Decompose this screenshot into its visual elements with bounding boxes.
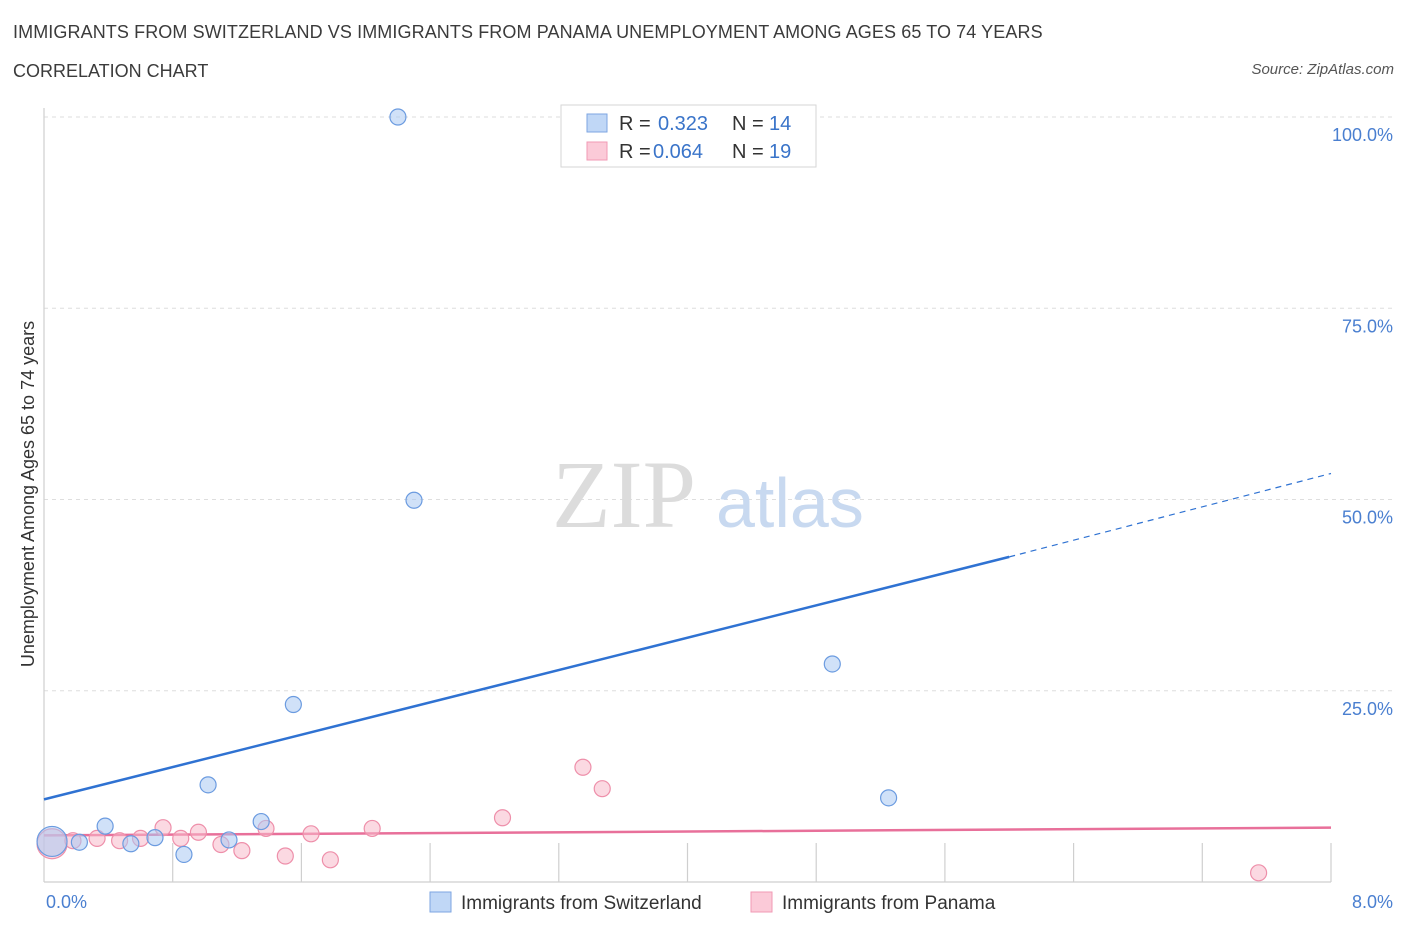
point-switzerland (823, 655, 841, 673)
source-credit: Source: ZipAtlas.com (1251, 61, 1394, 78)
chart-title: IMMIGRANTS FROM SWITZERLAND VS IMMIGRANT… (13, 22, 1043, 42)
point-switzerland (96, 817, 114, 835)
legend-swatch-panama (586, 141, 608, 161)
point-panama (172, 829, 190, 847)
point-panama (276, 847, 294, 865)
x-tick-label-min: 0.0% (46, 892, 87, 912)
point-panama (302, 825, 320, 843)
x-minor-ticks (172, 843, 1332, 882)
legend-r-value-switzerland: 0.323 (658, 113, 708, 135)
point-panama (363, 819, 381, 838)
legend-n-label: N = (732, 141, 764, 163)
legend-r-label: R = (619, 113, 651, 135)
x-tick-label-max: 8.0% (1352, 892, 1393, 912)
point-panama (88, 829, 106, 847)
y-tick-labels: 25.0% 50.0% 75.0% 100.0% (1332, 125, 1393, 719)
y-tick-label: 25.0% (1342, 699, 1393, 719)
point-switzerland (405, 491, 423, 509)
series-legend-swatch-panama (750, 891, 773, 913)
legend-r-label: R = (619, 141, 651, 163)
legend-swatch-switzerland (586, 113, 608, 133)
point-switzerland (284, 695, 302, 714)
point-switzerland (199, 776, 217, 794)
y-tick-label: 50.0% (1342, 508, 1393, 528)
series-legend: Immigrants from Switzerland Immigrants f… (429, 891, 996, 914)
point-switzerland (70, 833, 88, 851)
point-panama (1250, 864, 1268, 882)
point-panama (493, 809, 512, 827)
trend-line-panama (43, 826, 1332, 837)
series-legend-swatch-switzerland (429, 891, 452, 913)
point-switzerland (879, 789, 898, 807)
point-switzerland (220, 831, 238, 849)
y-tick-label: 100.0% (1332, 125, 1393, 145)
point-switzerland (389, 108, 407, 126)
series-legend-label-switzerland: Immigrants from Switzerland (461, 893, 702, 914)
point-switzerland (175, 845, 193, 864)
point-switzerland (36, 825, 68, 858)
point-switzerland (252, 812, 270, 831)
trend-line-switzerland (43, 555, 1010, 801)
point-panama (189, 823, 208, 841)
legend-n-value-switzerland: 14 (769, 113, 791, 135)
watermark-atlas: atlas (716, 464, 864, 542)
data-points (36, 108, 1268, 882)
trend-line-extension (1009, 472, 1332, 558)
legend-n-value-panama: 19 (769, 141, 791, 163)
point-panama (574, 758, 592, 776)
stats-legend: R = 0.323 N = 14 R = 0.064 N = 19 (560, 104, 817, 168)
point-panama (321, 851, 339, 869)
legend-r-value-panama: 0.064 (653, 141, 703, 163)
gridlines (44, 116, 1392, 692)
point-panama (593, 780, 611, 798)
y-tick-label: 75.0% (1342, 316, 1393, 336)
y-axis-label: Unemployment Among Ages 65 to 74 years (18, 321, 38, 667)
trend-lines (43, 472, 1332, 837)
watermark-zip: ZIP (552, 441, 696, 548)
series-legend-label-panama: Immigrants from Panama (782, 893, 996, 914)
point-switzerland (122, 835, 140, 853)
legend-n-label: N = (732, 113, 764, 135)
point-panama (233, 842, 251, 860)
point-switzerland (146, 829, 164, 847)
chart-subtitle: CORRELATION CHART (13, 61, 209, 81)
